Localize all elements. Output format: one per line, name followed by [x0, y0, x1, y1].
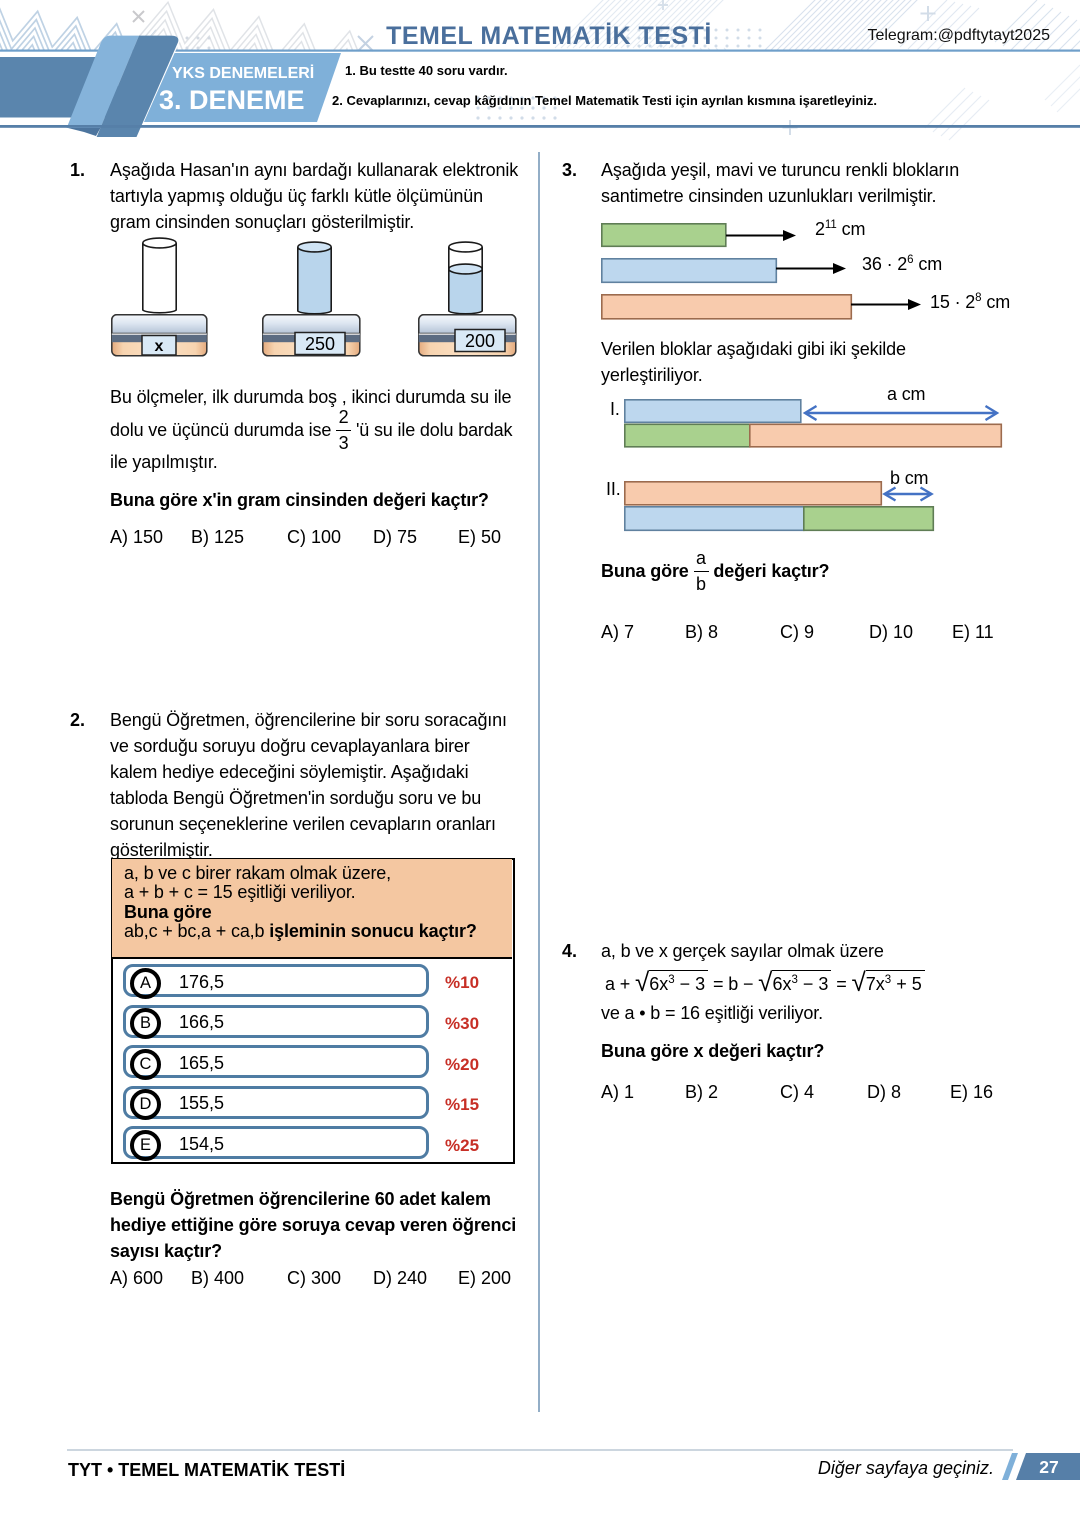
svg-text:200: 200	[465, 331, 495, 351]
svg-text:27: 27	[1039, 1457, 1058, 1477]
svg-text:250: 250	[305, 334, 335, 354]
svg-text:x: x	[155, 338, 164, 355]
